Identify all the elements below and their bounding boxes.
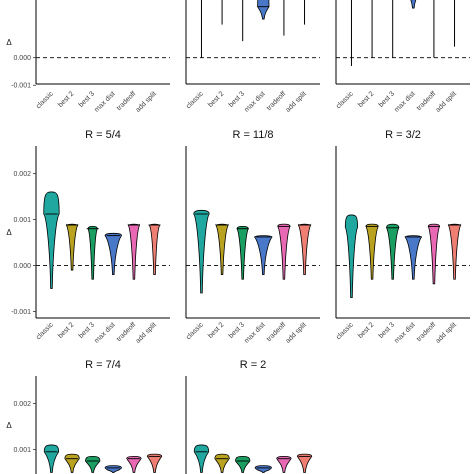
- x-tick-label: classic: [185, 90, 205, 110]
- panel-body: [36, 191, 170, 289]
- violin-max-dist: [254, 235, 273, 276]
- panel-body: [336, 214, 470, 299]
- x-tick-label: max dist: [93, 321, 116, 344]
- violin-add-split: [146, 453, 163, 473]
- x-tick-label: best 3: [378, 90, 397, 109]
- violin-best-2: [215, 223, 229, 276]
- panel-title: R = 7/4: [85, 359, 121, 371]
- y-tick-label: 0.002: [13, 401, 31, 408]
- x-tick-label: max dist: [243, 90, 266, 113]
- panel-title: R = 5/4: [85, 129, 121, 141]
- violin-max-dist: [404, 235, 422, 280]
- violin-classic: [193, 209, 210, 294]
- violin-best-2: [66, 223, 79, 271]
- violin-best-2: [64, 453, 80, 473]
- panel-title: R = 2: [240, 359, 267, 371]
- panel-body: [186, 0, 320, 59]
- violin-tradeoff: [127, 223, 140, 280]
- violin-classic: [193, 444, 210, 473]
- x-tick-label: classic: [335, 321, 355, 341]
- panel-body: [336, 0, 470, 66]
- x-tick-label: add split: [285, 90, 308, 113]
- violin-best-3: [235, 456, 251, 473]
- x-tick-label: add split: [135, 90, 158, 113]
- x-tick-label: add split: [435, 321, 458, 344]
- violin-best-2: [214, 453, 230, 473]
- x-tick-label: best 2: [207, 321, 226, 340]
- violin-best-2: [365, 223, 379, 280]
- violin-add-split: [296, 453, 313, 473]
- violin-max-dist: [254, 465, 272, 473]
- violin-max-dist: [104, 232, 122, 276]
- x-tick-label: best 3: [228, 321, 247, 340]
- x-tick-label: max dist: [393, 321, 416, 344]
- y-tick-label: 0.001: [13, 447, 31, 454]
- violin-add-split: [297, 223, 312, 276]
- x-tick-label: classic: [185, 321, 205, 341]
- panel-body: [193, 444, 313, 473]
- x-tick-label: best 3: [78, 321, 97, 340]
- x-tick-label: max dist: [243, 321, 266, 344]
- y-tick-label: 0.000: [13, 55, 31, 62]
- y-tick-label: 0.001: [13, 217, 31, 224]
- violin-max-dist: [257, 0, 270, 20]
- x-tick-label: best 3: [378, 321, 397, 340]
- y-tick-label: 0.002: [13, 171, 31, 178]
- violin-add-split: [148, 223, 161, 276]
- panel-body: [36, 57, 170, 59]
- y-axis-label: Δ: [6, 38, 12, 47]
- panel-body: [186, 209, 320, 294]
- violin-max-dist: [410, 0, 417, 9]
- x-tick-label: best 2: [357, 90, 376, 109]
- x-tick-label: best 3: [228, 90, 247, 109]
- violin-classic: [43, 191, 60, 289]
- x-tick-label: best 2: [357, 321, 376, 340]
- x-tick-label: best 2: [57, 90, 76, 109]
- x-tick-label: classic: [35, 321, 55, 341]
- violin-best-3: [85, 456, 101, 473]
- violin-tradeoff: [277, 223, 291, 280]
- x-tick-label: max dist: [393, 90, 416, 113]
- x-tick-label: classic: [35, 90, 55, 110]
- panel-title: R = 11/8: [232, 129, 273, 141]
- y-axis-label: Δ: [6, 228, 12, 237]
- x-tick-label: max dist: [93, 90, 116, 113]
- panel-8: R = 2: [185, 359, 313, 474]
- panel-7: 0.002 0.001 Δ R = 7/4: [6, 359, 163, 474]
- y-tick-label: -0.001: [11, 83, 31, 90]
- x-tick-label: best 2: [207, 90, 226, 109]
- y-axis-label: Δ: [6, 421, 12, 430]
- x-tick-label: classic: [335, 90, 355, 110]
- x-tick-label: add split: [285, 321, 308, 344]
- panel-title: R = 3/2: [385, 129, 421, 141]
- violin-best-3: [87, 226, 98, 280]
- violin-classic: [43, 444, 60, 473]
- x-tick-label: best 3: [78, 90, 97, 109]
- violin-tradeoff: [276, 456, 292, 473]
- violin-tradeoff: [126, 456, 142, 473]
- violin-classic: [344, 214, 359, 299]
- panel-body: [43, 444, 163, 473]
- x-tick-label: add split: [435, 90, 458, 113]
- y-tick-label: 0.000: [13, 263, 31, 270]
- violin-add-split: [447, 223, 462, 280]
- x-tick-label: add split: [135, 321, 158, 344]
- y-tick-label: -0.001: [11, 309, 31, 316]
- x-tick-label: best 2: [57, 321, 76, 340]
- violin-best-3: [236, 226, 249, 280]
- violin-max-dist: [104, 465, 122, 473]
- violin-best-3: [386, 223, 400, 280]
- violin-tradeoff: [427, 223, 440, 285]
